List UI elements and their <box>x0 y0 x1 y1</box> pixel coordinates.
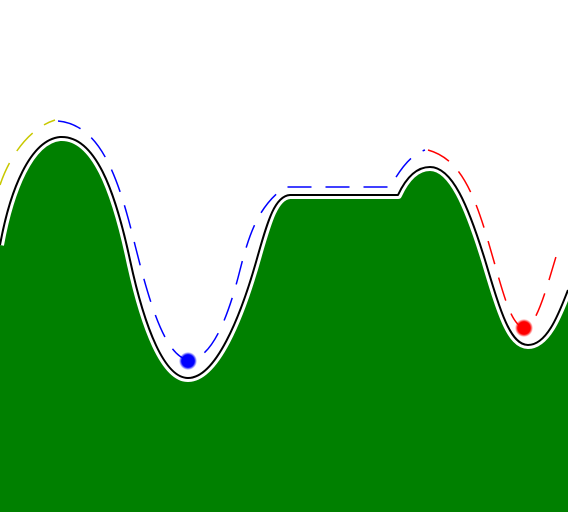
terrain-hills <box>0 136 568 512</box>
blue-ball[interactable] <box>179 352 197 370</box>
red-trajectory-dashes <box>427 149 559 329</box>
terrain-black-outline <box>0 135 568 379</box>
yellow-trajectory-dashes <box>0 119 56 186</box>
red-ball[interactable] <box>515 319 533 337</box>
blue-trajectory-dashes <box>57 120 426 361</box>
